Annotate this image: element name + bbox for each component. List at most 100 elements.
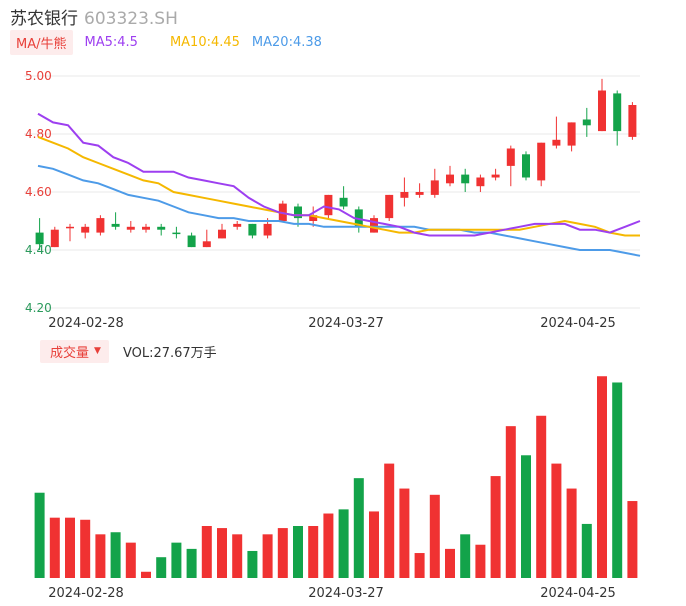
- candle-body: [582, 119, 591, 126]
- candle-body: [202, 241, 211, 248]
- price-x-label: 2024-03-27: [308, 316, 384, 331]
- candle-body: [385, 194, 394, 219]
- candle-body: [111, 223, 120, 227]
- volume-bar: [95, 534, 106, 578]
- candle-body: [142, 226, 150, 230]
- candle-body: [157, 226, 166, 230]
- candle-body: [552, 139, 561, 146]
- candle-body: [628, 105, 637, 137]
- ma10-line: [37, 135, 640, 237]
- ma5-line: [37, 112, 641, 237]
- volume-bar: [369, 511, 379, 578]
- ma-legend: MA/牛熊 MA5:4.5 MA10:4.45 MA20:4.38: [10, 29, 322, 55]
- volume-bar: [445, 548, 455, 578]
- volume-bar: [186, 548, 197, 578]
- y-tick-label: 4.60: [25, 185, 52, 199]
- volume-bar: [566, 488, 577, 578]
- volume-bar: [110, 532, 121, 578]
- volume-bar: [521, 455, 531, 578]
- volume-bar: [156, 557, 167, 578]
- volume-bar: [80, 519, 91, 578]
- volume-bar: [399, 488, 410, 578]
- candle-body: [172, 232, 181, 235]
- caret-down-icon: ▼: [94, 346, 101, 356]
- volume-bar: [49, 517, 60, 578]
- candle-body: [598, 90, 606, 132]
- candle-body: [66, 226, 74, 229]
- candle-body: [522, 154, 530, 178]
- volume-x-label: 2024-02-28: [48, 586, 124, 601]
- ma-selector-button[interactable]: MA/牛熊: [10, 29, 73, 55]
- candle-body: [187, 235, 196, 248]
- candle-body: [461, 174, 470, 184]
- volume-bar: [551, 463, 562, 578]
- price-x-label: 2024-04-25: [540, 316, 616, 331]
- candle-body: [81, 226, 90, 233]
- date-axis: 2024-02-28 2024-03-27 2024-04-25 2024-02-28…: [48, 316, 616, 601]
- volume-bar: [597, 376, 607, 578]
- volume-bar: [171, 542, 182, 578]
- volume-bar: [217, 528, 227, 578]
- volume-bar: [247, 550, 258, 578]
- volume-bar: [125, 542, 136, 578]
- volume-bar: [536, 415, 547, 578]
- candle-body: [96, 218, 105, 233]
- stock-header: 苏农银行 603323.SH: [10, 4, 178, 30]
- ma10-legend: MA10:4.45: [169, 34, 240, 50]
- candle-body: [567, 122, 576, 146]
- price-x-label: 2024-02-28: [48, 316, 124, 331]
- candle-body: [324, 194, 333, 216]
- y-tick-label: 4.40: [25, 243, 52, 257]
- volume-bar: [293, 526, 303, 578]
- candle-body: [491, 174, 500, 178]
- candle-body: [537, 142, 546, 181]
- volume-bar: [460, 534, 471, 578]
- candle-body: [415, 192, 424, 195]
- candle-body: [50, 229, 59, 248]
- volume-bar: [414, 553, 425, 578]
- volume-legend: 成交量 ▼ VOL:27.67万手: [40, 339, 217, 363]
- volume-bar: [429, 494, 440, 578]
- volume-bar: [490, 476, 501, 578]
- volume-selector-button[interactable]: 成交量 ▼: [40, 339, 109, 363]
- candle-body: [309, 215, 318, 221]
- candle-body: [248, 223, 257, 236]
- volume-x-label: 2024-03-27: [308, 586, 384, 601]
- candle-body: [430, 180, 439, 195]
- candle-body: [506, 148, 515, 166]
- candle-body: [126, 226, 135, 230]
- ma20-line: [37, 164, 641, 257]
- volume-bar: [627, 501, 638, 578]
- moving-averages: [37, 112, 641, 257]
- volume-bar: [65, 517, 75, 578]
- y-tick-label: 4.80: [25, 127, 52, 141]
- ma20-legend: MA20:4.38: [251, 34, 322, 50]
- volume-bar: [353, 478, 364, 578]
- candle-body: [218, 229, 226, 239]
- volume-selector-label: 成交量: [50, 345, 90, 361]
- candle-body: [35, 232, 44, 245]
- candle-body: [613, 93, 622, 132]
- volume-x-label: 2024-04-25: [540, 586, 616, 601]
- volume-bar: [384, 463, 395, 578]
- volume-bar: [323, 513, 334, 578]
- y-tick-label: 5.00: [25, 69, 52, 83]
- volume-value: VOL:27.67万手: [122, 345, 217, 361]
- volume-bar: [308, 526, 319, 578]
- volume-bars: [34, 376, 638, 578]
- price-grid: [24, 75, 640, 309]
- volume-bar: [277, 528, 288, 578]
- volume-bar: [581, 523, 592, 578]
- candle-body: [339, 197, 348, 207]
- y-tick-label: 4.20: [25, 301, 52, 315]
- volume-bar: [475, 544, 486, 578]
- candle-body: [294, 206, 302, 219]
- volume-bar: [201, 526, 212, 578]
- candle-body: [446, 174, 454, 184]
- candle-body: [400, 192, 409, 198]
- candle-body: [370, 218, 378, 233]
- volume-bar: [262, 534, 273, 578]
- price-y-axis: 5.00 4.80 4.60 4.40 4.20: [25, 69, 52, 315]
- volume-bar: [232, 534, 243, 578]
- candle-body: [233, 223, 242, 227]
